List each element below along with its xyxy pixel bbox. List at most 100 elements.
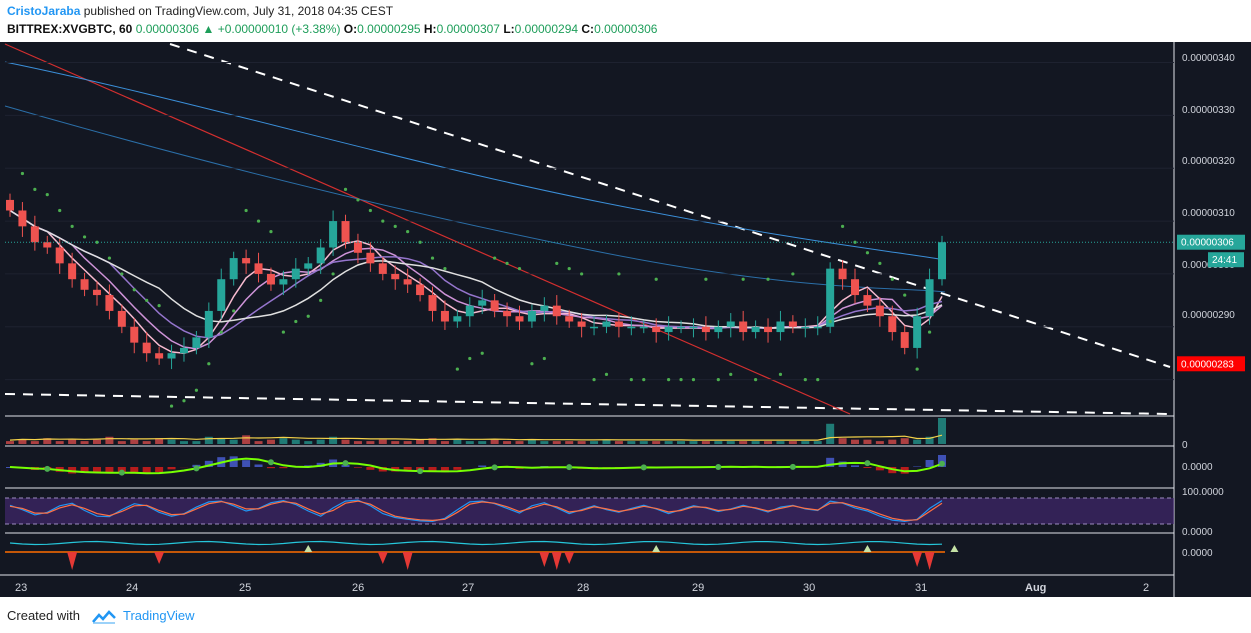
candle xyxy=(391,273,400,280)
volume-bar xyxy=(366,441,375,444)
psar-dot xyxy=(219,330,223,334)
volume-bar xyxy=(602,439,611,444)
psar-dot xyxy=(530,362,534,366)
candle xyxy=(378,263,387,274)
psar-dot xyxy=(493,256,497,260)
psar-dot xyxy=(629,378,633,382)
psar-dot xyxy=(132,288,136,292)
volume-bar xyxy=(341,439,350,444)
created-with: Created with TradingView xyxy=(7,608,195,624)
moving-average-line xyxy=(4,105,946,293)
price-change: +0.00000010 (+3.38%) xyxy=(217,22,341,36)
volume-bar xyxy=(378,439,387,444)
wavetrend-up-marker xyxy=(950,545,959,552)
stoch-axis-bottom-label: 0.0000 xyxy=(1182,527,1213,538)
momentum-bar xyxy=(105,467,114,473)
momentum-cross-dot xyxy=(44,465,51,472)
volume-bar xyxy=(266,439,275,444)
momentum-bar xyxy=(229,456,238,467)
support-trendline[interactable] xyxy=(4,393,1171,415)
momentum-bar xyxy=(925,460,934,467)
last-price: 0.00000306 xyxy=(135,22,200,36)
candle xyxy=(217,279,226,311)
psar-dot xyxy=(331,272,335,276)
x-tick-label: 26 xyxy=(352,582,364,594)
candle xyxy=(167,353,176,359)
volume-bar xyxy=(117,441,126,444)
psar-dot xyxy=(542,356,546,361)
stoch-k-line xyxy=(9,499,943,523)
volume-bar xyxy=(590,441,599,444)
psar-dot xyxy=(157,304,161,308)
candle xyxy=(155,353,164,359)
psar-dot xyxy=(679,378,683,382)
psar-dot xyxy=(107,256,112,260)
volume-bar xyxy=(664,441,673,444)
volume-bar xyxy=(403,441,412,444)
volume-bar xyxy=(677,441,686,444)
candle xyxy=(788,321,797,327)
candle xyxy=(875,305,884,317)
volume-bar xyxy=(30,441,39,444)
low-label: L: xyxy=(503,22,515,36)
psar-dot xyxy=(368,208,372,213)
wavetrend-down-spike xyxy=(564,552,575,564)
volume-bar xyxy=(627,441,636,444)
volume-bar xyxy=(304,441,313,444)
psar-dot xyxy=(617,272,621,276)
x-tick-label: 2 xyxy=(1143,582,1149,594)
candle xyxy=(627,326,636,329)
candle xyxy=(764,326,773,333)
y-tick-label: 0.00000310 xyxy=(1182,208,1235,219)
psar-dot xyxy=(58,208,62,213)
candle xyxy=(465,305,474,317)
psar-dot xyxy=(381,219,385,223)
countdown-label: 24:41 xyxy=(1212,255,1237,266)
momentum-bar xyxy=(167,467,176,470)
descending-trendline[interactable] xyxy=(169,43,1171,368)
momentum-cross-dot xyxy=(715,464,722,470)
volume-bar xyxy=(167,439,176,444)
candle xyxy=(304,263,313,269)
volume-bar xyxy=(192,441,201,444)
red-trendline[interactable] xyxy=(4,43,851,415)
momentum-bar xyxy=(92,467,101,472)
x-tick-label: 27 xyxy=(462,582,474,594)
volume-bar xyxy=(316,439,325,444)
psar-dot xyxy=(95,240,99,244)
volume-bar xyxy=(18,439,27,444)
candle xyxy=(938,242,946,280)
momentum-bar xyxy=(130,467,139,474)
candle xyxy=(565,316,574,322)
candle xyxy=(776,321,785,333)
candle xyxy=(192,337,201,348)
wavetrend-down-spike xyxy=(551,552,562,570)
psar-dot xyxy=(903,293,907,297)
psar-dot xyxy=(281,330,285,334)
last-price-tag xyxy=(1177,234,1245,250)
stoch-band xyxy=(5,498,1174,524)
volume-bar xyxy=(440,441,449,444)
chart-area[interactable]: 0.00000340 0.00000330 0.00000320 0.00000… xyxy=(0,42,1251,597)
momentum-bar xyxy=(863,467,872,468)
candle xyxy=(68,263,77,280)
volume-bar xyxy=(652,441,661,444)
candle xyxy=(254,263,263,274)
volume-bar xyxy=(329,436,338,444)
wavetrend-up-marker xyxy=(304,545,313,552)
candle xyxy=(341,221,350,243)
candle xyxy=(701,326,710,333)
wavetrend-down-spike xyxy=(377,552,388,564)
candle xyxy=(179,347,188,354)
tradingview-logo-icon xyxy=(91,609,116,624)
volume-bar xyxy=(43,438,52,444)
volume-bar xyxy=(776,441,785,444)
momentum-cross-dot xyxy=(342,460,349,467)
wavetrend-down-spike xyxy=(154,552,165,564)
author-link[interactable]: CristoJaraba xyxy=(7,4,81,18)
candle xyxy=(403,279,412,285)
tradingview-brand-link[interactable]: TradingView xyxy=(123,608,195,623)
psar-dot xyxy=(828,319,832,324)
y-tick-label: 0.00000340 xyxy=(1182,53,1235,64)
volume-bar xyxy=(68,439,77,444)
